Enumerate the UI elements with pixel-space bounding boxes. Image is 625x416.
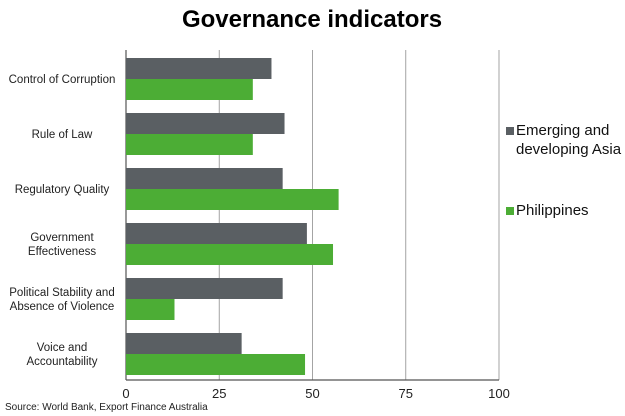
legend: Emerging and developing Asia Philippines — [506, 122, 622, 219]
category-label: Regulatory Quality — [15, 184, 110, 196]
source-note: Source: World Bank, Export Finance Austr… — [5, 402, 208, 413]
chart-title: Governance indicators — [182, 6, 442, 33]
category-label: Voice and Accountability — [27, 342, 98, 368]
gridlines — [125, 50, 500, 380]
bar-asia — [126, 333, 242, 354]
legend-swatch — [506, 127, 514, 135]
category-label: Rule of Law — [32, 129, 93, 141]
x-tick-label: 100 — [488, 386, 510, 401]
x-tick-label: 25 — [212, 386, 226, 401]
bar-philippines — [126, 189, 339, 210]
bar-philippines — [126, 299, 175, 320]
bar-asia — [126, 168, 283, 189]
legend-swatch — [506, 207, 514, 215]
bar-philippines — [126, 354, 306, 375]
bar-philippines — [126, 134, 253, 155]
category-label: Control of Corruption — [9, 74, 116, 86]
x-tick-label: 0 — [122, 386, 129, 401]
bar-asia — [126, 58, 272, 79]
category-labels: Control of Corruption Rule of Law Regulato… — [9, 74, 116, 368]
bar-asia — [126, 223, 307, 244]
category-label: Political Stability and Absence of Violen… — [9, 287, 114, 313]
legend-label: Philippines — [516, 202, 589, 219]
category-label: Government Effectiveness — [28, 232, 96, 258]
bars — [126, 58, 339, 375]
bar-philippines — [126, 79, 253, 100]
bar-asia — [126, 113, 285, 134]
x-tick-label: 50 — [305, 386, 319, 401]
bar-philippines — [126, 244, 334, 265]
x-tick-label: 75 — [399, 386, 413, 401]
legend-label: Emerging and developing Asia — [516, 122, 622, 158]
x-axis: 0 25 50 75 100 — [122, 379, 510, 401]
bar-asia — [126, 278, 283, 299]
